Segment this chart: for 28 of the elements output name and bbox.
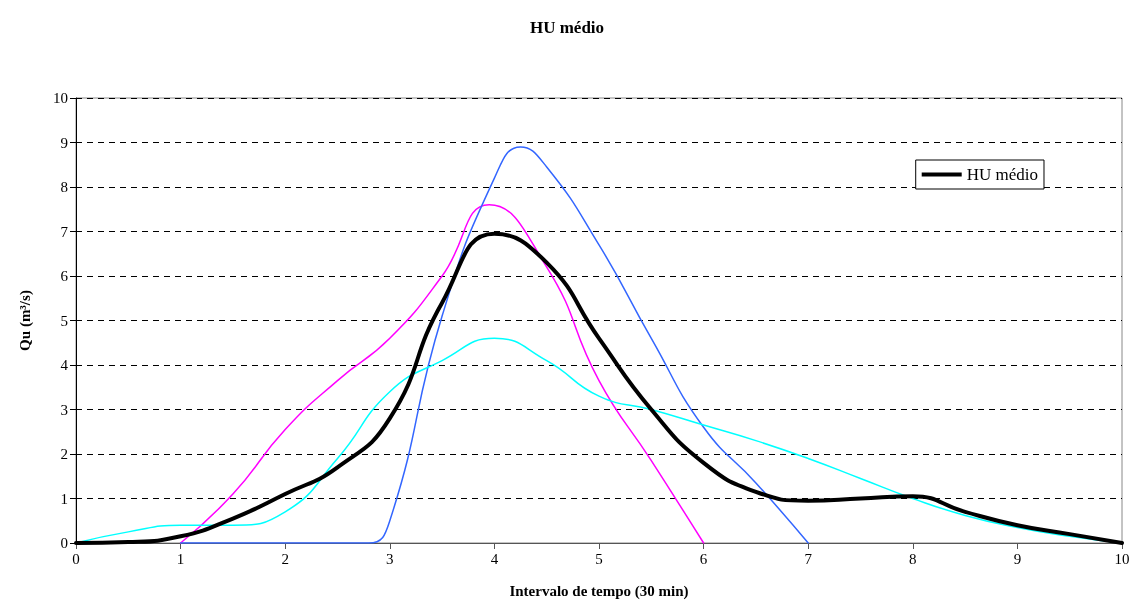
x-tick-label: 10	[1114, 550, 1130, 567]
y-tick-label: 8	[60, 179, 68, 195]
x-tick-label: 9	[1013, 550, 1022, 567]
x-tick-label: 7	[804, 550, 813, 567]
legend-label: HU médio	[966, 165, 1038, 184]
x-tick-label: 0	[72, 550, 80, 567]
x-tick-label: 5	[595, 550, 603, 567]
line-series	[179, 204, 705, 544]
x-axis-title: Intervalo de tempo (30 min)	[509, 582, 689, 600]
y-tick-label: 7	[60, 223, 69, 240]
x-tick-label: 3	[386, 550, 394, 567]
y-tick-label: 3	[60, 401, 68, 418]
x-tick-label: 6	[699, 550, 708, 567]
y-axis-title: Qu (m³/s)	[16, 290, 34, 351]
line-series	[179, 146, 809, 544]
y-tick-label: 2	[60, 446, 68, 462]
chart-title: HU médio	[529, 18, 605, 37]
y-tick-label: 5	[60, 312, 68, 329]
x-tick-label: 4	[490, 550, 499, 567]
x-tick-label: 1	[176, 550, 185, 567]
y-tick-label: 6	[60, 268, 69, 284]
y-tick-label: 9	[60, 134, 68, 151]
y-tick-label: 4	[60, 357, 69, 373]
y-tick-label: 10	[53, 90, 68, 106]
y-tick-label: 0	[60, 535, 68, 551]
x-tick-label: 2	[281, 550, 289, 567]
y-tick-label: 1	[60, 490, 68, 507]
x-tick-label: 8	[909, 550, 917, 567]
